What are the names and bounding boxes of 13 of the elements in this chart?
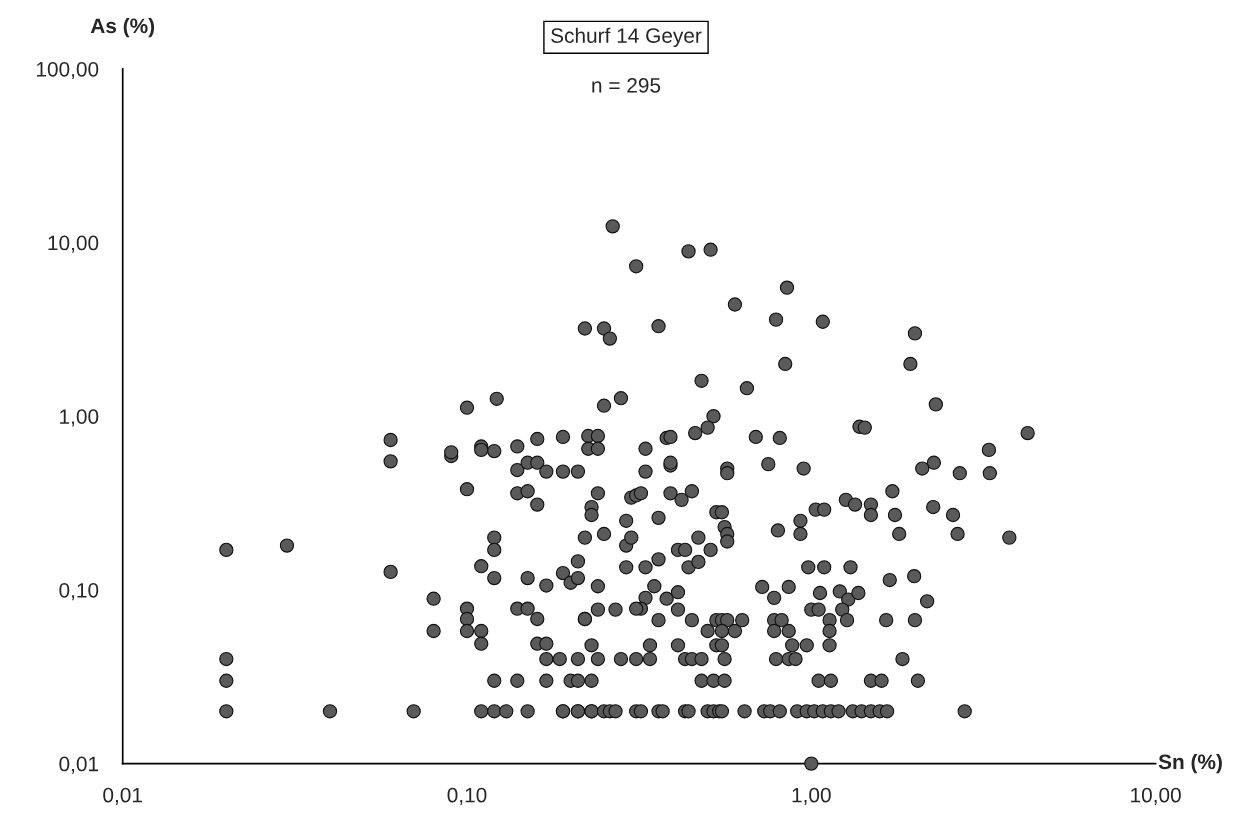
y-tick-label: 100,00 <box>36 61 99 80</box>
y-tick-label: 0,10 <box>59 582 99 601</box>
x-tick-label: 0,01 <box>103 787 142 805</box>
y-tick-label: 1,00 <box>60 409 99 427</box>
x-tick-label: 10,00 <box>1131 787 1181 805</box>
y-tick-label: 0,01 <box>59 756 99 774</box>
y-tick-label: 10,00 <box>48 235 99 253</box>
x-tick-label: 0,10 <box>447 787 487 805</box>
chart-title: Schurf 14 Geyer <box>551 27 702 48</box>
y-axis-title: As (%) <box>90 17 155 38</box>
chart-subtitle: n = 295 <box>592 77 661 93</box>
x-tick-label: 1,00 <box>792 787 831 805</box>
x-axis-title: Sn (%) <box>1158 753 1222 774</box>
